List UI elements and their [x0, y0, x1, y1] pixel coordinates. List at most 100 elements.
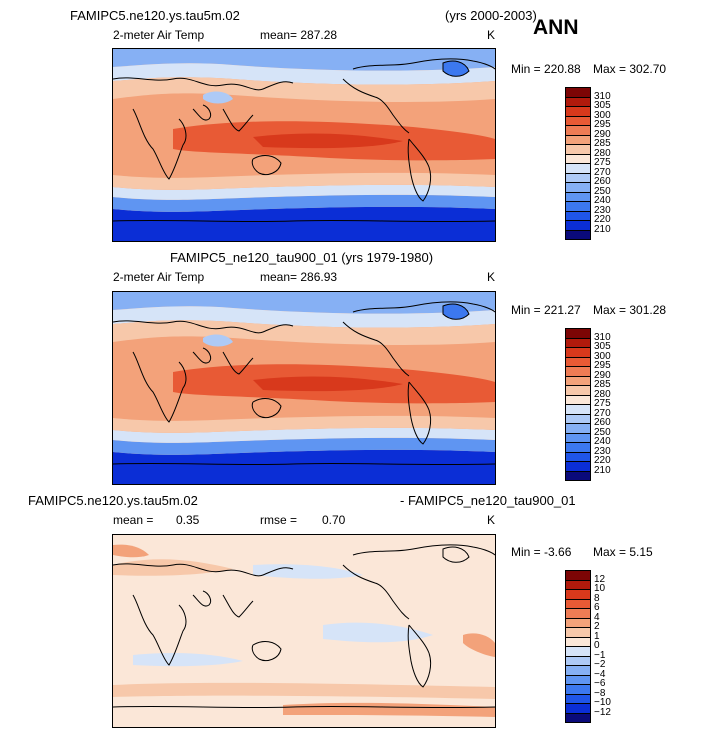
panel3-map-svg — [113, 535, 495, 727]
panel3-case-title-right: - FAMIPC5_ne120_tau900_01 — [400, 493, 576, 508]
colorbar-level-label: −1 — [594, 649, 606, 661]
colorbar-level-label: −2 — [594, 659, 606, 670]
panel1-min: Min = 220.88 — [511, 62, 581, 76]
colorbar-swatch — [565, 172, 591, 183]
colorbar-level-label: 6 — [594, 602, 600, 613]
panel1-mean: mean= 287.28 — [260, 28, 338, 42]
panel2-min: Min = 221.27 — [511, 303, 581, 317]
colorbar-swatch — [565, 191, 591, 202]
colorbar-swatch — [565, 144, 591, 155]
colorbar-swatch — [565, 404, 591, 415]
colorbar-swatch — [565, 703, 591, 714]
panel2-units: K — [487, 270, 496, 284]
colorbar-level-label: 290 — [594, 369, 611, 381]
colorbar-swatch — [565, 636, 591, 647]
colorbar-level-label: 280 — [594, 147, 611, 159]
colorbar-level-label: 1 — [594, 630, 600, 642]
panel2-mean: mean= 286.93 — [260, 270, 338, 284]
colorbar-level-label: 275 — [594, 157, 611, 168]
colorbar-level-label: 220 — [594, 455, 611, 466]
colorbar-swatch — [565, 627, 591, 638]
colorbar-level-label: 270 — [594, 407, 611, 419]
colorbar-swatch — [565, 665, 591, 676]
colorbar-swatch — [565, 115, 591, 126]
panel3-max: Max = 5.15 — [593, 545, 653, 559]
panel3-rmse-value: 0.70 — [322, 513, 346, 527]
colorbar-swatch — [565, 684, 591, 695]
colorbar-level-label: 210 — [594, 223, 611, 235]
colorbar-swatch — [565, 210, 591, 221]
colorbar-swatch — [565, 470, 591, 481]
colorbar-swatch — [565, 589, 591, 600]
colorbar-level-label: 300 — [594, 350, 611, 362]
colorbar-level-label: −6 — [594, 678, 606, 689]
colorbar-level-label: 240 — [594, 195, 611, 206]
colorbar-swatch — [565, 153, 591, 164]
colorbar-swatch — [565, 163, 591, 174]
panel1-case-title: FAMIPC5.ne120.ys.tau5m.02 — [70, 8, 240, 23]
colorbar-swatch — [565, 229, 591, 240]
panel1-variable: 2-meter Air Temp — [113, 28, 205, 42]
colorbar-level-label: 270 — [594, 166, 611, 178]
colorbar-level-label: 285 — [594, 379, 611, 390]
panel2-case-title: FAMIPC5_ne120_tau900_01 (yrs 1979-1980) — [170, 250, 434, 265]
colorbar-level-label: 280 — [594, 388, 611, 400]
colorbar-level-label: 290 — [594, 128, 611, 140]
colorbar-level-label: −12 — [594, 706, 611, 718]
panel3-map — [112, 534, 496, 728]
colorbar-swatch — [565, 646, 591, 657]
colorbar-swatch — [565, 432, 591, 443]
panel3-colorbar: −12 −10 −8 −6 −4 −2 −1 0 1 2 4 6 8 10 12 — [565, 570, 625, 723]
colorbar-swatch — [565, 96, 591, 107]
colorbar-swatch — [565, 617, 591, 628]
panel1-units: K — [487, 28, 496, 42]
colorbar-level-label: 2 — [594, 621, 600, 632]
colorbar-level-label: 300 — [594, 109, 611, 121]
colorbar-level-label: 295 — [594, 360, 611, 371]
colorbar-swatch — [565, 366, 591, 377]
colorbar-swatch — [565, 375, 591, 386]
colorbar-level-label: −4 — [594, 668, 606, 680]
colorbar-swatch — [565, 182, 591, 193]
colorbar-swatch — [565, 356, 591, 367]
colorbar-swatch — [565, 674, 591, 685]
panel3-case-title: FAMIPC5.ne120.ys.tau5m.02 — [28, 493, 198, 508]
colorbar-level-label: 230 — [594, 445, 611, 457]
colorbar-level-label: 220 — [594, 214, 611, 225]
colorbar-swatch — [565, 442, 591, 453]
colorbar-level-label: 230 — [594, 204, 611, 216]
panel3-mean-value: 0.35 — [176, 513, 200, 527]
colorbar-level-label: 260 — [594, 176, 611, 187]
colorbar-swatch — [565, 347, 591, 358]
panel3-min: Min = -3.66 — [511, 545, 572, 559]
panel3-units: K — [487, 513, 496, 527]
colorbar-level-label: 275 — [594, 398, 611, 409]
panel1-max: Max = 302.70 — [593, 62, 667, 76]
colorbar-level-label: 0 — [594, 640, 600, 651]
panel2-map — [112, 291, 496, 485]
colorbar-level-label: 310 — [594, 90, 611, 102]
season-label: ANN — [533, 16, 579, 39]
colorbar-swatch — [565, 570, 591, 581]
colorbar-swatch — [565, 579, 591, 590]
panel3-rmse-label: rmse = — [260, 513, 298, 527]
colorbar-level-label: 305 — [594, 341, 611, 352]
colorbar-swatch — [565, 134, 591, 145]
colorbar-swatch — [565, 337, 591, 348]
colorbar-level-label: 250 — [594, 426, 611, 438]
colorbar-swatch — [565, 385, 591, 396]
colorbar-swatch — [565, 655, 591, 666]
panel1-colorbar: 210 220 230 240 250 260 270 275 280 285 290 295 300 3… — [565, 87, 625, 240]
colorbar-swatch — [565, 598, 591, 609]
panel1-years: (yrs 2000-2003) — [445, 8, 537, 23]
colorbar-level-label: 210 — [594, 464, 611, 476]
colorbar-level-label: 8 — [594, 592, 600, 604]
colorbar-level-label: 285 — [594, 138, 611, 149]
panel1-map-svg — [113, 49, 495, 241]
colorbar-swatch — [565, 328, 591, 339]
colorbar-swatch — [565, 608, 591, 619]
panel2-max: Max = 301.28 — [593, 303, 667, 317]
colorbar-level-label: 4 — [594, 611, 600, 623]
panel2-variable: 2-meter Air Temp — [113, 270, 205, 284]
colorbar-level-label: 310 — [594, 331, 611, 343]
